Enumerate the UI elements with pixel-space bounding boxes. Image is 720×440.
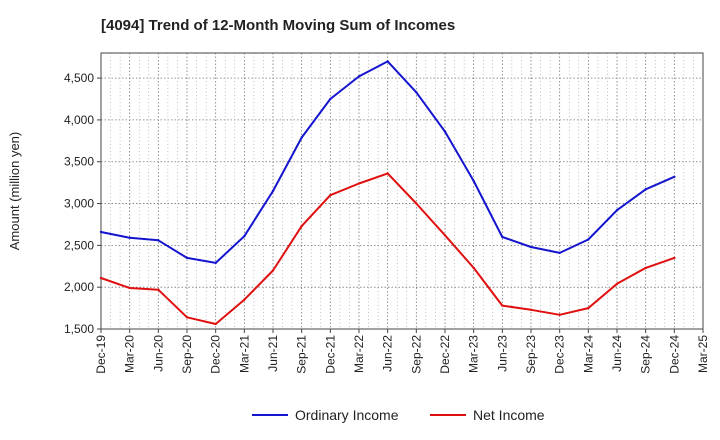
data-point-net-income [472,266,475,270]
y-axis-ticks: 1,500 2,000 2,500 3,000 3,500 4,000 4,500 [64,71,101,336]
data-point-net-income [300,224,303,228]
data-point-net-income [357,182,361,185]
data-point-ordinary-income [99,230,103,234]
data-point-net-income [329,193,332,197]
x-tick-label: Mar-21 [237,335,251,373]
y-tick-label: 1,500 [64,322,94,336]
x-tick-label: Sep-21 [295,335,309,374]
y-tick-label: 2,000 [64,280,94,294]
data-point-net-income [271,269,275,272]
data-point-ordinary-income [615,209,619,212]
data-point-ordinary-income [300,136,303,139]
x-tick-label: Sep-22 [409,335,423,374]
x-tick-label: Dec-24 [667,335,681,374]
data-point-ordinary-income [644,188,647,191]
data-point-ordinary-income [673,175,676,178]
data-point-ordinary-income [157,239,160,242]
data-point-ordinary-income [501,235,504,239]
x-tick-label: Mar-20 [123,335,137,373]
data-point-net-income [443,234,447,237]
data-point-net-income [243,298,246,301]
legend: Ordinary Income Net Income [252,407,545,423]
data-point-net-income [587,306,590,310]
x-tick-label: Sep-23 [524,335,538,374]
x-axis-ticks: Dec-19 Mar-20 Jun-20 Sep-20 Dec-20 Mar-21 Jun-… [94,329,710,374]
x-tick-label: Dec-21 [323,335,337,374]
x-tick-label: Dec-23 [553,335,567,374]
x-tick-label: Jun-24 [610,335,624,372]
grid [100,52,704,330]
legend-label-ordinary-income: Ordinary Income [295,407,399,423]
data-point-ordinary-income [443,130,447,133]
data-point-net-income [501,304,504,307]
data-point-ordinary-income [587,238,590,241]
data-point-ordinary-income [243,234,246,238]
data-point-net-income [99,276,103,280]
data-point-ordinary-income [558,251,561,255]
data-point-net-income [615,282,619,286]
data-point-ordinary-income [472,179,475,183]
x-tick-label: Mar-25 [696,335,710,373]
series-line-net-income [100,172,675,325]
data-point-net-income [157,288,160,291]
data-point-ordinary-income [386,60,389,63]
chart-title: [4094] Trend of 12-Month Moving Sum of I… [101,17,455,34]
x-tick-label: Sep-20 [180,335,194,374]
data-point-ordinary-income [357,75,361,78]
x-tick-label: Dec-19 [94,335,108,374]
data-point-ordinary-income [415,91,418,94]
data-point-ordinary-income [329,97,332,101]
data-point-ordinary-income [529,245,533,249]
x-tick-label: Jun-20 [151,335,165,372]
data-point-net-income [128,286,131,290]
data-point-net-income [644,266,647,270]
x-tick-label: Jun-23 [495,335,509,372]
x-tick-label: Dec-22 [438,335,452,374]
y-tick-label: 4,500 [64,71,94,85]
x-tick-label: Mar-24 [581,335,595,373]
y-tick-label: 4,000 [64,113,94,127]
data-point-ordinary-income [214,261,217,265]
data-point-net-income [415,202,418,205]
plot-frame [100,52,704,330]
legend-label-net-income: Net Income [473,407,545,423]
x-tick-label: Jun-22 [381,335,395,372]
data-point-net-income [558,313,561,316]
data-point-net-income [185,316,189,319]
data-point-ordinary-income [185,256,189,260]
x-tick-label: Mar-23 [467,335,481,373]
y-axis-label: Amount (million yen) [7,132,22,251]
data-point-net-income [386,172,389,175]
x-tick-label: Sep-24 [639,335,653,374]
data-point-net-income [214,322,217,326]
series-lines [99,60,676,326]
y-tick-label: 3,500 [64,155,94,169]
data-point-net-income [673,256,676,260]
x-tick-label: Dec-20 [209,335,223,374]
data-point-ordinary-income [271,189,275,193]
data-point-net-income [529,308,533,311]
data-point-ordinary-income [128,236,131,240]
y-tick-label: 3,000 [64,197,94,211]
y-tick-label: 2,500 [64,238,94,252]
x-tick-label: Jun-21 [266,335,280,372]
x-tick-label: Mar-22 [352,335,366,373]
